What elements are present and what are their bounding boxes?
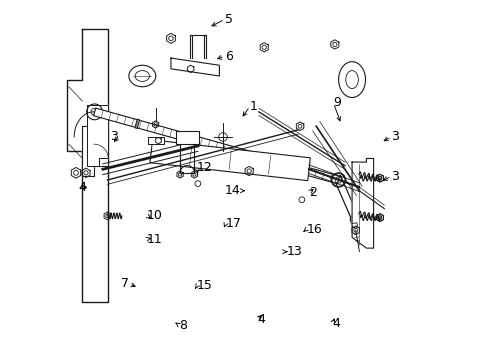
Text: 3: 3	[110, 130, 118, 144]
Text: 14: 14	[224, 184, 241, 197]
Polygon shape	[351, 223, 357, 228]
Ellipse shape	[338, 62, 365, 98]
Polygon shape	[351, 158, 373, 248]
Text: 6: 6	[224, 50, 232, 63]
Text: 12: 12	[197, 161, 212, 174]
Text: 7: 7	[121, 278, 129, 291]
Polygon shape	[171, 58, 219, 76]
Text: 15: 15	[197, 279, 213, 292]
Polygon shape	[150, 140, 310, 181]
Polygon shape	[67, 30, 107, 302]
Text: 4: 4	[257, 313, 264, 327]
Text: 17: 17	[225, 216, 241, 230]
Text: 3: 3	[391, 170, 399, 183]
Polygon shape	[147, 137, 163, 144]
Text: 4: 4	[79, 181, 86, 194]
Bar	[175, 131, 199, 144]
Polygon shape	[93, 108, 339, 184]
Ellipse shape	[345, 71, 358, 89]
Text: 13: 13	[286, 245, 302, 258]
Text: 8: 8	[179, 319, 187, 332]
Text: 1: 1	[249, 100, 257, 113]
Text: 2: 2	[308, 186, 316, 199]
Ellipse shape	[135, 71, 149, 81]
Ellipse shape	[128, 65, 155, 87]
Text: 10: 10	[147, 210, 163, 222]
Polygon shape	[82, 126, 108, 176]
Polygon shape	[86, 105, 107, 166]
Polygon shape	[135, 119, 140, 129]
Polygon shape	[183, 133, 188, 142]
Text: 3: 3	[391, 130, 399, 144]
Text: 11: 11	[147, 233, 163, 246]
Text: 9: 9	[333, 96, 341, 109]
Text: 5: 5	[224, 13, 232, 26]
Text: 4: 4	[332, 317, 340, 330]
Text: 16: 16	[305, 223, 321, 236]
